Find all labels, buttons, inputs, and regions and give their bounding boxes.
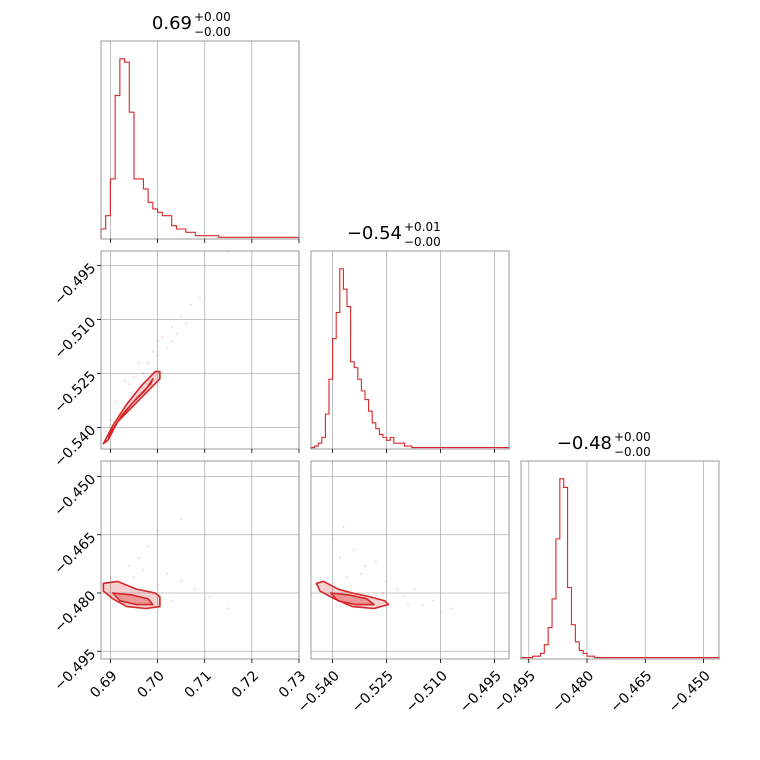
pair-0-2-point-8 (180, 518, 183, 521)
title-plus-0: +0.00 (194, 10, 231, 24)
pair-0-1-point-10 (142, 372, 145, 375)
pair-1-2-point-1 (363, 564, 367, 567)
pair-1-2-point-2 (385, 580, 388, 583)
hist-2-step (520, 478, 720, 659)
title-minus-2: −0.00 (614, 445, 651, 459)
xtick-label-2-2: −0.465 (608, 668, 656, 716)
title-plus-2: +0.00 (614, 430, 651, 444)
pair-0-2-point-5 (180, 580, 183, 583)
xtick-label-0-3: 0.72 (229, 668, 262, 701)
pair-1-2-point-0 (345, 576, 349, 579)
pair-0-2-frame (100, 460, 300, 660)
title-minus-0: −0.00 (194, 25, 231, 39)
xtick-label-1-1: −0.525 (349, 668, 397, 716)
pair-1-2-point-15 (381, 591, 385, 595)
pair-0-2-point-16 (137, 556, 140, 560)
pair-0-1-point-9 (165, 347, 169, 350)
hist-1-step (310, 268, 510, 449)
pair-0-1-point-21 (109, 419, 112, 422)
xtick-label-2-1: −0.480 (549, 668, 597, 716)
title-minus-1: −0.00 (404, 235, 441, 249)
pair-0-1-point-13 (114, 401, 117, 404)
pair-0-2-point-2 (142, 568, 145, 571)
pair-0-1-point-4 (170, 325, 173, 328)
pair-1-2-point-5 (421, 603, 424, 606)
pair-0-1-point-1 (137, 361, 140, 364)
pair-0-1-point-15 (147, 361, 150, 364)
pair-0-2-point-11 (227, 607, 230, 610)
pair-0-2-point-14 (170, 599, 173, 602)
xtick-label-2-3: −0.450 (666, 668, 714, 716)
pair-0-2-point-6 (147, 545, 150, 548)
ytick-label-1-3: −0.495 (51, 260, 99, 308)
hist-0-frame (100, 40, 300, 240)
title-value-0: 0.69 (152, 13, 192, 34)
pair-0-1-point-16 (184, 321, 187, 325)
pair-0-1-point-0 (123, 379, 126, 382)
pair-1-2-frame (310, 460, 510, 660)
pair-0-1-point-3 (161, 336, 164, 339)
pair-1-2-point-7 (450, 607, 453, 610)
pair-1-2-contour-1 (330, 592, 375, 606)
pair-1-2-point-8 (331, 537, 334, 540)
pair-0-1-point-2 (151, 350, 154, 353)
hist-0-step (100, 58, 300, 239)
pair-0-2-point-15 (118, 595, 121, 598)
pair-0-1-frame (100, 250, 300, 450)
pair-1-2-point-3 (396, 588, 399, 591)
ytick-label-2-3: −0.450 (51, 472, 99, 520)
pair-0-2-point-3 (156, 584, 159, 587)
pair-0-2-point-10 (208, 595, 211, 598)
pair-1-2-point-17 (432, 599, 435, 602)
pair-0-1-point-18 (132, 375, 136, 379)
xtick-label-0-1: 0.70 (134, 668, 167, 701)
xtick-label-0-0: 0.69 (87, 668, 120, 701)
pair-0-2-contour-1 (112, 592, 154, 606)
pair-0-1-point-12 (175, 332, 178, 335)
xtick-label-0-2: 0.71 (182, 668, 215, 701)
pair-0-1-point-14 (128, 383, 131, 386)
hist-2-frame (520, 460, 720, 660)
pair-0-2-point-1 (132, 576, 136, 579)
ytick-label-1-2: −0.510 (51, 314, 99, 362)
pair-1-2-point-13 (338, 556, 341, 560)
pair-0-2-point-4 (165, 572, 169, 575)
pair-1-2-point-6 (439, 611, 442, 614)
pair-0-2-point-7 (156, 529, 159, 532)
title-value-2: −0.48 (557, 433, 612, 454)
title-plus-1: +0.01 (404, 220, 441, 234)
pair-0-1-point-20 (104, 429, 107, 433)
pair-0-1-point-17 (156, 354, 159, 357)
pair-0-2-point-17 (194, 588, 197, 591)
pair-0-1-point-6 (189, 303, 192, 307)
pair-0-2-point-12 (128, 564, 131, 567)
title-value-1: −0.54 (347, 223, 402, 244)
pair-0-2-point-9 (109, 576, 112, 579)
hist-1-frame (310, 250, 510, 450)
pair-1-2-point-16 (414, 588, 417, 591)
ytick-label-2-2: −0.465 (51, 530, 99, 578)
pair-1-2-point-12 (403, 595, 406, 598)
ytick-label-1-1: −0.525 (51, 368, 99, 416)
pair-0-1-point-7 (198, 296, 202, 299)
pair-1-2-point-9 (342, 525, 345, 529)
pair-0-1-point-23 (170, 339, 173, 343)
pair-0-1-point-11 (156, 339, 159, 343)
pair-1-2-point-14 (360, 572, 363, 575)
ytick-label-1-0: −0.540 (51, 422, 99, 470)
xtick-label-1-2: −0.510 (403, 668, 451, 716)
pair-0-1-contour-1 (107, 378, 154, 438)
pair-1-2-point-11 (374, 560, 377, 564)
pair-0-1-point-5 (180, 314, 183, 317)
pair-1-2-point-4 (407, 603, 410, 606)
pair-1-2-point-10 (353, 549, 356, 552)
ytick-label-2-1: −0.480 (51, 588, 99, 636)
